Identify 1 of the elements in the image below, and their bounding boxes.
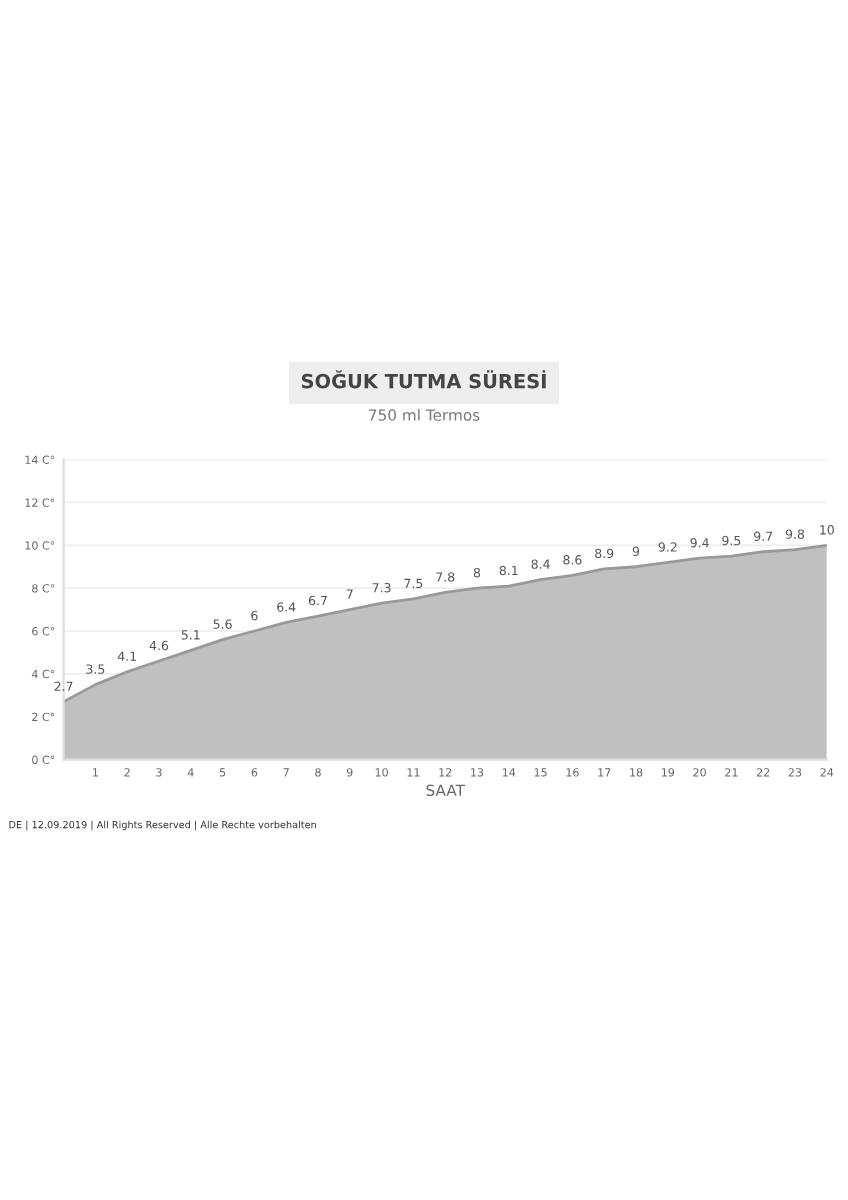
chart-title: SOĞUK TUTMA SÜRESİ <box>301 370 546 389</box>
